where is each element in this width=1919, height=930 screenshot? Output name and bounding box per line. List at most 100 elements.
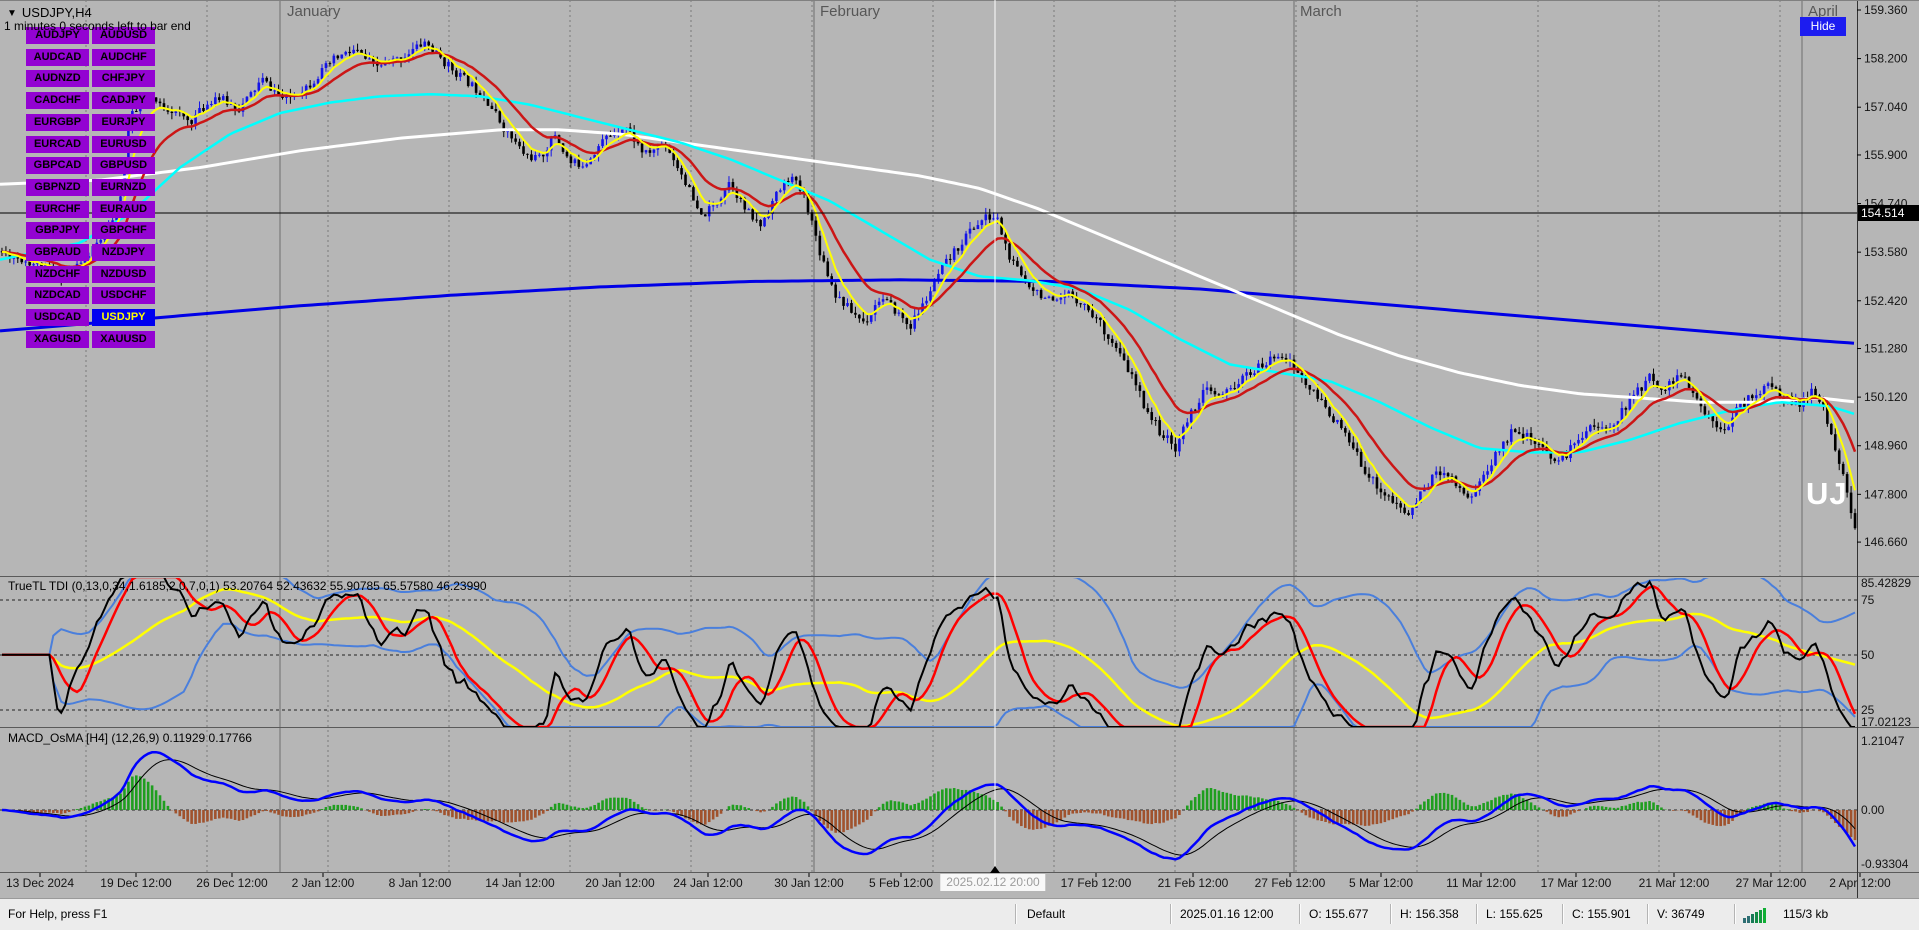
crosshair-price-label: 154.514 bbox=[1858, 205, 1919, 221]
pair-button-gbpusd[interactable]: GBPUSD bbox=[92, 157, 155, 174]
connection-signal-icon bbox=[1743, 908, 1766, 923]
svg-text:158.200: 158.200 bbox=[1864, 52, 1908, 66]
svg-text:148.960: 148.960 bbox=[1864, 439, 1908, 453]
hide-button[interactable]: Hide bbox=[1800, 17, 1846, 36]
pair-button-nzdchf[interactable]: NZDCHF bbox=[26, 266, 89, 283]
status-close-value: C: 155.901 bbox=[1572, 907, 1631, 921]
status-divider bbox=[1170, 904, 1172, 924]
svg-text:25: 25 bbox=[1861, 703, 1875, 717]
status-divider bbox=[1390, 904, 1392, 924]
pair-button-gbpchf[interactable]: GBPCHF bbox=[92, 222, 155, 239]
svg-text:1.21047: 1.21047 bbox=[1861, 734, 1905, 748]
pair-button-cadjpy[interactable]: CADJPY bbox=[92, 92, 155, 109]
time-axis-label: 26 Dec 12:00 bbox=[196, 876, 268, 890]
pair-button-nzdjpy[interactable]: NZDJPY bbox=[92, 244, 155, 261]
time-axis-label: 17 Mar 12:00 bbox=[1540, 876, 1612, 890]
pair-button-eurchf[interactable]: EURCHF bbox=[26, 201, 89, 218]
svg-text:152.420: 152.420 bbox=[1864, 294, 1908, 308]
tdi-indicator-label: TrueTL TDI (0,13,0,34,1.6185,2,0,7,0,1) … bbox=[8, 579, 487, 593]
pair-button-cadchf[interactable]: CADCHF bbox=[26, 92, 89, 109]
svg-text:-0.93304: -0.93304 bbox=[1861, 857, 1909, 871]
status-divider bbox=[1476, 904, 1478, 924]
status-divider bbox=[1562, 904, 1564, 924]
symbol-timeframe-label: ▼ USDJPY,H4 bbox=[7, 5, 92, 20]
pair-button-gbpjpy[interactable]: GBPJPY bbox=[26, 222, 89, 239]
time-axis-label: 8 Jan 12:00 bbox=[388, 876, 452, 890]
time-axis-label: 21 Feb 12:00 bbox=[1157, 876, 1229, 890]
chart-canvas[interactable]: 159.360158.200157.040155.900154.740153.5… bbox=[0, 0, 1919, 898]
time-axis-label: 19 Dec 12:00 bbox=[100, 876, 172, 890]
status-volume-value: V: 36749 bbox=[1657, 907, 1705, 921]
time-axis-label: 21 Mar 12:00 bbox=[1638, 876, 1710, 890]
macd-indicator-label: MACD_OsMA [H4] (12,26,9) 0.11929 0.17766 bbox=[8, 731, 252, 745]
pair-button-audcad[interactable]: AUDCAD bbox=[26, 49, 89, 66]
status-bar-time: 2025.01.16 12:00 bbox=[1180, 907, 1274, 921]
month-label-january: January bbox=[287, 3, 341, 20]
svg-text:17.02123: 17.02123 bbox=[1861, 715, 1911, 729]
time-axis-label: 2 Apr 12:00 bbox=[1829, 876, 1891, 890]
status-divider bbox=[1299, 904, 1301, 924]
pair-button-gbpcad[interactable]: GBPCAD bbox=[26, 157, 89, 174]
time-axis-label: 13 Dec 2024 bbox=[5, 876, 75, 890]
status-connection-speed: 115/3 kb bbox=[1783, 907, 1829, 921]
pair-button-usdjpy[interactable]: USDJPY bbox=[92, 309, 155, 326]
pair-button-audchf[interactable]: AUDCHF bbox=[92, 49, 155, 66]
time-axis-label: 17 Feb 12:00 bbox=[1060, 876, 1132, 890]
pair-button-audnzd[interactable]: AUDNZD bbox=[26, 70, 89, 87]
pair-button-eurcad[interactable]: EURCAD bbox=[26, 136, 89, 153]
pair-button-chfjpy[interactable]: CHFJPY bbox=[92, 70, 155, 87]
month-label-march: March bbox=[1300, 3, 1342, 20]
symbol-watermark: UJ bbox=[1806, 476, 1848, 511]
pair-button-eurnzd[interactable]: EURNZD bbox=[92, 179, 155, 196]
time-axis-label: 27 Mar 12:00 bbox=[1735, 876, 1807, 890]
time-axis-label: 30 Jan 12:00 bbox=[774, 876, 844, 890]
svg-text:159.360: 159.360 bbox=[1864, 3, 1908, 17]
svg-text:75: 75 bbox=[1861, 593, 1875, 607]
pair-button-xagusd[interactable]: XAGUSD bbox=[26, 331, 89, 348]
time-axis-label: 20 Jan 12:00 bbox=[585, 876, 655, 890]
pair-button-gbpaud[interactable]: GBPAUD bbox=[26, 244, 89, 261]
status-help-text: For Help, press F1 bbox=[8, 907, 108, 921]
time-axis-label: 5 Mar 12:00 bbox=[1348, 876, 1414, 890]
svg-text:157.040: 157.040 bbox=[1864, 100, 1908, 114]
dropdown-arrow-icon[interactable]: ▼ bbox=[7, 8, 17, 19]
status-profile[interactable]: Default bbox=[1027, 907, 1066, 921]
time-axis-label: 24 Jan 12:00 bbox=[673, 876, 743, 890]
pair-button-usdchf[interactable]: USDCHF bbox=[92, 287, 155, 304]
pair-button-euraud[interactable]: EURAUD bbox=[92, 201, 155, 218]
status-divider bbox=[1647, 904, 1649, 924]
pair-button-eurgbp[interactable]: EURGBP bbox=[26, 114, 89, 131]
time-axis[interactable]: 2025.02.12 20:00 13 Dec 2024 19 Dec 12:00… bbox=[0, 873, 1919, 898]
pair-button-audjpy[interactable]: AUDJPY bbox=[26, 27, 89, 44]
month-label-april: April bbox=[1808, 3, 1839, 20]
pair-button-usdcad[interactable]: USDCAD bbox=[26, 309, 89, 326]
time-axis-label: 11 Mar 12:00 bbox=[1446, 876, 1516, 890]
time-axis-label: 27 Feb 12:00 bbox=[1254, 876, 1326, 890]
status-high-value: H: 156.358 bbox=[1400, 907, 1459, 921]
svg-text:147.800: 147.800 bbox=[1864, 487, 1908, 501]
svg-text:85.42829: 85.42829 bbox=[1861, 576, 1911, 590]
pair-button-eurjpy[interactable]: EURJPY bbox=[92, 114, 155, 131]
svg-text:50: 50 bbox=[1861, 648, 1875, 662]
status-divider bbox=[1734, 904, 1736, 924]
svg-text:146.660: 146.660 bbox=[1864, 535, 1908, 549]
status-open-value: O: 155.677 bbox=[1309, 907, 1369, 921]
svg-text:0.00: 0.00 bbox=[1861, 803, 1885, 817]
pair-button-audusd[interactable]: AUDUSD bbox=[92, 27, 155, 44]
svg-text:155.900: 155.900 bbox=[1864, 148, 1908, 162]
status-divider bbox=[1015, 904, 1017, 924]
time-axis-label: 14 Jan 12:00 bbox=[485, 876, 555, 890]
pair-button-xauusd[interactable]: XAUUSD bbox=[92, 331, 155, 348]
time-axis-label: 5 Feb 12:00 bbox=[868, 876, 934, 890]
pair-button-eurusd[interactable]: EURUSD bbox=[92, 136, 155, 153]
svg-text:153.580: 153.580 bbox=[1864, 245, 1908, 259]
status-bar: For Help, press F1 Default 2025.01.16 12… bbox=[0, 898, 1919, 930]
crosshair-time-label: 2025.02.12 20:00 bbox=[940, 874, 1046, 891]
svg-text:150.120: 150.120 bbox=[1864, 390, 1908, 404]
pair-button-nzdusd[interactable]: NZDUSD bbox=[92, 266, 155, 283]
time-axis-label: 2 Jan 12:00 bbox=[291, 876, 355, 890]
bar-countdown-timer: 1 minutes 0 seconds left to bar end bbox=[4, 19, 191, 33]
pair-button-gbpnzd[interactable]: GBPNZD bbox=[26, 179, 89, 196]
pair-button-nzdcad[interactable]: NZDCAD bbox=[26, 287, 89, 304]
